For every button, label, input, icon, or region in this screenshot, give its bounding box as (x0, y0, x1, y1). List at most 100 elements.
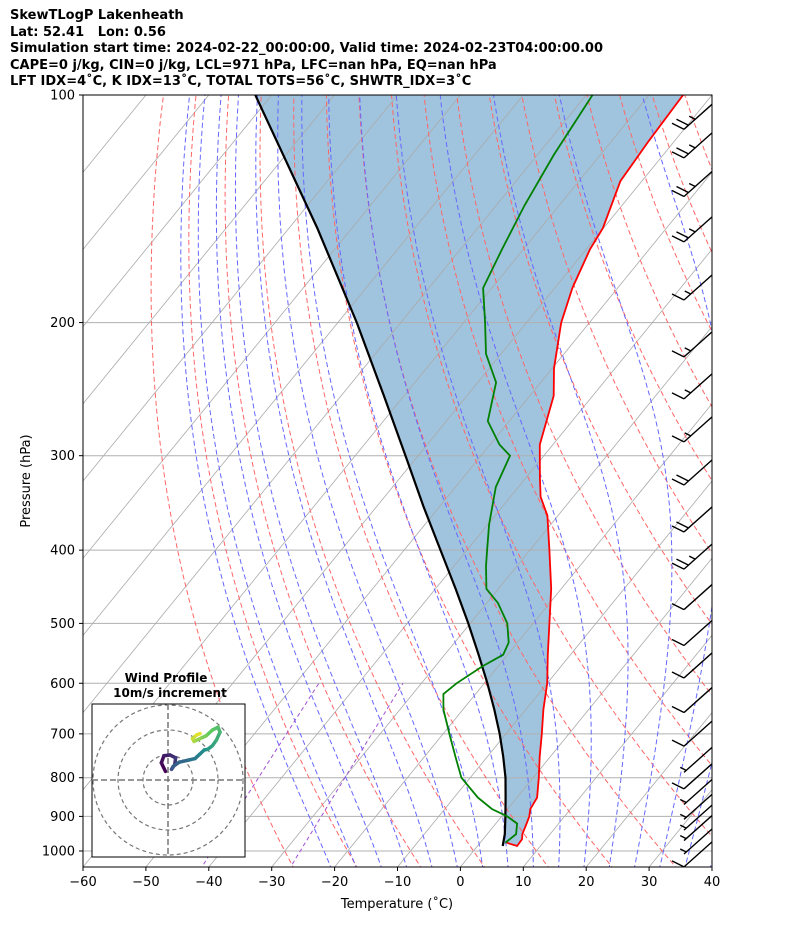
x-tick-label: 10 (515, 875, 532, 890)
isotherm-line (585, 711, 712, 867)
wind-barb-staff (683, 331, 713, 358)
dry-adiabat-line (521, 95, 712, 554)
wind-barbs (671, 103, 713, 868)
wind-barb-full (676, 231, 689, 239)
background-lines (83, 78, 794, 870)
wind-barb-full (671, 151, 685, 159)
wind-barb (671, 506, 713, 533)
hodograph-inset: Wind Profile 10m/s increment (91, 671, 246, 858)
wind-barb-full (671, 860, 685, 868)
wind-barb (671, 373, 713, 400)
wind-barb (671, 720, 713, 747)
wind-barb-full (671, 189, 685, 198)
wind-barb (679, 778, 713, 805)
wind-barb-staff (683, 841, 713, 868)
temperature-line (506, 95, 684, 848)
isotherm-line (522, 634, 712, 867)
wind-barb-half (679, 848, 687, 853)
wind-barb-full (671, 478, 685, 486)
moist-adiabat-line (215, 95, 382, 867)
dry-adiabat-line (325, 95, 613, 867)
isotherm-line (83, 95, 587, 714)
wind-barb-half (688, 555, 696, 560)
wind-barb-staff (683, 763, 713, 790)
moist-adiabat-line (197, 95, 357, 867)
wind-barb-staff (683, 274, 713, 301)
moist-adiabat-line (359, 95, 534, 867)
wind-barb (671, 103, 713, 130)
wind-barb-full (676, 147, 689, 155)
mixing-ratio-line (290, 683, 404, 867)
wind-barb-staff (683, 216, 713, 243)
wind-barb-full (676, 185, 689, 194)
wind-barb-full (676, 474, 689, 482)
hodograph-title: Wind Profile (125, 671, 208, 685)
dry-adiabat-line (224, 95, 422, 867)
parcel-line (254, 95, 507, 847)
wind-barb (671, 274, 713, 301)
dry-adiabat-line (619, 95, 712, 333)
wind-barb (679, 804, 713, 831)
wind-barb-half (688, 182, 696, 188)
time-line: Simulation start time: 2024-02-22_00:00:… (10, 41, 603, 56)
location-line: Lat: 52.41 Lon: 0.56 (10, 24, 166, 40)
moist-adiabat-line (180, 95, 332, 867)
wind-barb (671, 171, 713, 198)
wind-barb-staff (683, 815, 713, 842)
x-axis-label: Temperature (˚C) (340, 896, 453, 912)
x-tick-label: 30 (641, 875, 658, 890)
wind-barb-half (679, 813, 687, 819)
y-tick-label: 700 (50, 727, 75, 742)
x-tick-label: −60 (69, 875, 96, 890)
wind-barb-half (688, 115, 696, 120)
profile-lines (254, 95, 684, 848)
dry-adiabat-line (744, 78, 794, 870)
dry-adiabat-line (712, 78, 794, 870)
isotherm-line (83, 95, 524, 637)
wind-barb-staff (683, 171, 713, 198)
isotherm-line (711, 866, 712, 867)
wind-barb-half (684, 432, 692, 437)
isotherm-line (83, 95, 461, 559)
wind-barb (671, 331, 713, 358)
wind-barb-full (671, 235, 685, 243)
wind-barb-full (671, 782, 685, 790)
wind-barb (671, 459, 713, 486)
moist-adiabat-line (255, 95, 433, 867)
wind-barb-staff (683, 720, 713, 747)
x-tick-label: 40 (704, 875, 721, 890)
wind-barb-staff (683, 778, 713, 805)
wind-barb (671, 620, 713, 647)
moist-adiabat-line (641, 95, 712, 867)
wind-barb (671, 687, 713, 714)
isotherm-line (83, 95, 84, 96)
dry-adiabat-line (456, 95, 712, 696)
wind-barb (671, 652, 713, 679)
wind-barb (671, 416, 713, 443)
wind-barb-full (671, 739, 685, 747)
isotherm-line (271, 325, 712, 867)
wind-barb-half (684, 290, 692, 295)
wind-barb-half (684, 347, 692, 352)
dry-adiabat-line (293, 95, 549, 867)
wind-barb-staff (683, 103, 713, 130)
wind-barb-full (671, 671, 685, 679)
dry-adiabat-line (488, 95, 712, 626)
wind-barb-full (671, 602, 685, 611)
wind-barb-full (671, 638, 685, 647)
wind-barb (679, 828, 713, 855)
wind-barb (671, 584, 713, 611)
dry-adiabat-line (423, 95, 712, 767)
wind-barb (671, 763, 713, 790)
wind-barb-full (676, 558, 689, 566)
wind-barb-half (684, 389, 692, 394)
dewpoint-line (442, 95, 594, 844)
moist-adiabat-line (277, 95, 458, 867)
axis-ticks: −60 −50 −40 −30 −20 −10 0 10 20 30 40 100 200 300 400 5… (42, 89, 720, 891)
dry-adiabat-line (390, 95, 712, 838)
isotherm-line (648, 789, 712, 867)
x-tick-label: −50 (132, 875, 159, 890)
wind-barb-full (671, 562, 685, 570)
moist-adiabat-line (684, 760, 712, 867)
wind-barb (679, 793, 713, 820)
